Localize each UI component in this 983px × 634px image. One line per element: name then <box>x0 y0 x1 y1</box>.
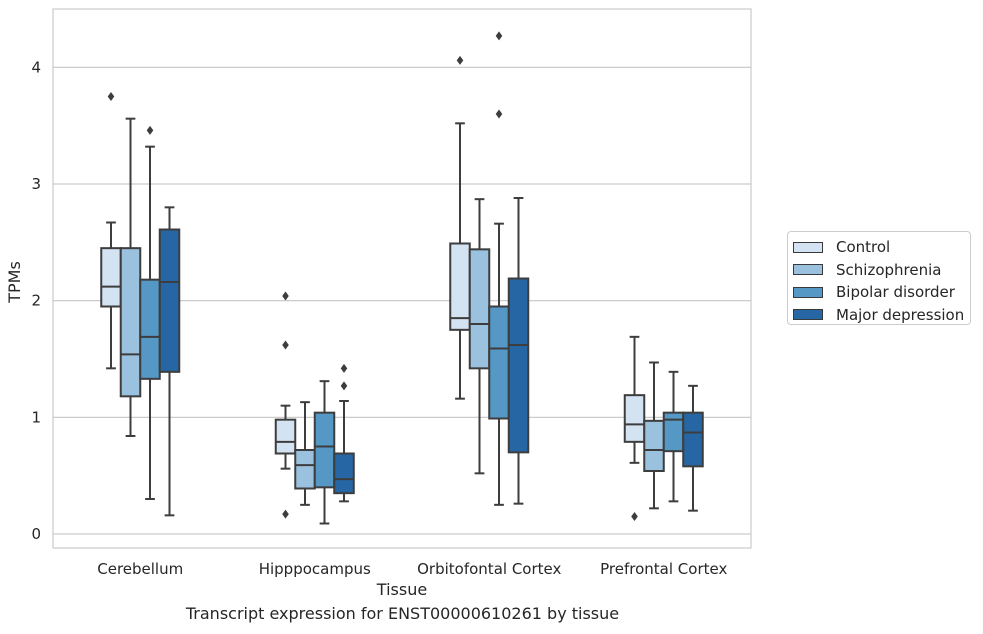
outlier-point <box>456 55 464 65</box>
iqr-box <box>623 394 646 443</box>
legend-item: Control <box>793 236 970 259</box>
box-control <box>449 55 471 400</box>
box-bipolar-disorder <box>488 31 510 506</box>
legend-swatch <box>793 286 823 298</box>
outlier-point <box>107 92 115 101</box>
iqr-box <box>274 418 297 455</box>
outlier-point <box>340 381 348 391</box>
legend: Control Schizophrenia Bipolar disorder Majo… <box>787 231 971 325</box>
iqr-box <box>488 305 510 420</box>
x-axis-ticks: Cerebellum Hipppocampus Orbitofontal Corte… <box>97 560 727 578</box>
iqr-box <box>119 247 142 398</box>
y-axis-ticks: 0 1 2 3 4 <box>31 58 41 543</box>
box-control <box>623 335 646 521</box>
outlier-point <box>340 363 348 373</box>
legend-swatch <box>793 309 823 321</box>
legend-item: Bipolar disorder <box>793 281 970 304</box>
plot-frame <box>52 8 752 549</box>
y-axis-label: TPMs <box>5 261 24 304</box>
legend-swatch <box>793 241 823 253</box>
legend-label: Schizophrenia <box>836 260 942 279</box>
y-tick-label: 0 <box>31 525 41 543</box>
box-major-depression <box>158 206 181 517</box>
chart-caption: Transcript expression for ENST0000061026… <box>185 604 620 623</box>
x-tick-label: Orbitofontal Cortex <box>417 560 561 578</box>
y-tick-label: 2 <box>31 292 41 310</box>
x-tick-label: Prefrontal Cortex <box>600 560 727 578</box>
iqr-box <box>643 419 665 473</box>
legend-swatch <box>793 264 823 276</box>
box-major-depression <box>682 384 704 512</box>
box-bipolar-disorder <box>313 380 336 525</box>
outlier-point <box>282 291 289 301</box>
outlier-point <box>495 109 503 119</box>
box-major-depression <box>333 363 355 503</box>
legend-item: Schizophrenia <box>793 259 970 282</box>
box-bipolar-disorder <box>139 125 161 500</box>
x-axis-label: Tissue <box>376 580 427 599</box>
iqr-box <box>294 449 316 490</box>
box-control <box>100 92 122 370</box>
box-schizophrenia <box>643 361 665 510</box>
y-tick-label: 3 <box>31 175 41 193</box>
outlier-point <box>282 509 289 519</box>
outlier-point <box>282 340 289 350</box>
iqr-box <box>468 248 491 370</box>
outlier-point <box>495 31 503 41</box>
box-control <box>274 291 297 519</box>
iqr-box <box>100 247 122 308</box>
box-bipolar-disorder <box>662 370 685 503</box>
y-tick-label: 4 <box>31 58 41 76</box>
x-tick-label: Cerebellum <box>97 560 183 578</box>
iqr-box <box>313 411 336 489</box>
x-tick-label: Hipppocampus <box>259 560 371 578</box>
outlier-point <box>631 512 638 521</box>
legend-label: Bipolar disorder <box>836 283 955 302</box>
y-tick-label: 1 <box>31 408 41 426</box>
iqr-box <box>507 277 530 454</box>
legend-item: Major depression <box>793 304 970 327</box>
legend-label: Major depression <box>836 305 965 324</box>
box-major-depression <box>507 197 530 505</box>
iqr-box <box>158 228 181 373</box>
box-schizophrenia <box>294 401 316 506</box>
outlier-point <box>146 125 154 135</box>
iqr-box <box>682 411 704 468</box>
iqr-box <box>449 242 471 331</box>
iqr-box <box>139 278 161 380</box>
boxes-layer <box>100 31 704 525</box>
iqr-box <box>662 411 685 453</box>
legend-label: Control <box>836 238 891 257</box>
iqr-box <box>333 452 355 495</box>
